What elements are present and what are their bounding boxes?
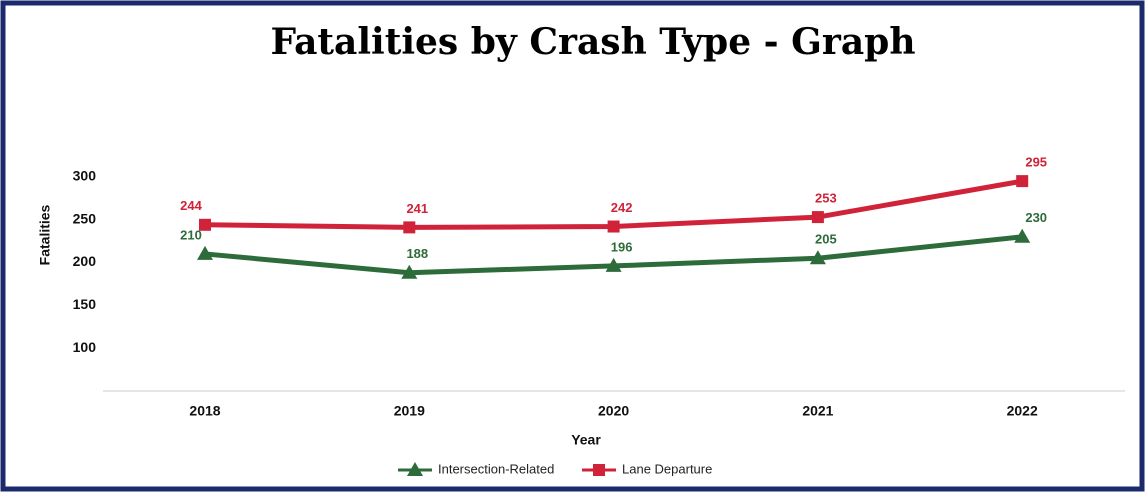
point-marker: [605, 257, 622, 272]
y-tick-label: 150: [73, 296, 97, 312]
data-label: 188: [406, 246, 428, 261]
point-marker: [809, 250, 826, 265]
x-tick-label: 2022: [1007, 403, 1038, 419]
data-label: 242: [611, 200, 633, 215]
chart-title: Fatalities by Crash Type - Graph: [271, 21, 916, 63]
point-marker: [811, 211, 824, 224]
data-label: 210: [180, 227, 202, 242]
data-label: 295: [1025, 155, 1047, 170]
legend-marker: [593, 464, 605, 476]
y-tick-label: 250: [73, 210, 97, 226]
point-marker: [1014, 228, 1031, 243]
data-label: 253: [815, 191, 837, 206]
point-marker: [199, 218, 211, 231]
point-marker: [401, 264, 418, 279]
data-label: 241: [406, 201, 428, 216]
data-label: 196: [611, 239, 633, 254]
point-marker: [403, 221, 416, 234]
point-marker: [1016, 175, 1029, 188]
x-tick-label: 2019: [394, 403, 425, 419]
legend-label: Intersection-Related: [438, 461, 554, 476]
legend-marker: [407, 462, 423, 476]
data-label: 205: [815, 232, 837, 247]
data-label: 230: [1025, 210, 1047, 225]
data-label: 244: [180, 198, 202, 213]
point-marker: [607, 220, 620, 233]
x-axis-label: Year: [571, 432, 601, 448]
point-marker: [197, 245, 213, 260]
x-tick-label: 2021: [802, 403, 833, 419]
y-axis-label: Fatalities: [37, 204, 53, 265]
legend-label: Lane Departure: [622, 461, 712, 476]
x-tick-label: 2018: [189, 403, 220, 419]
y-tick-label: 200: [73, 253, 97, 269]
y-tick-label: 100: [73, 339, 97, 355]
x-tick-label: 2020: [598, 403, 629, 419]
y-tick-label: 300: [73, 168, 97, 184]
